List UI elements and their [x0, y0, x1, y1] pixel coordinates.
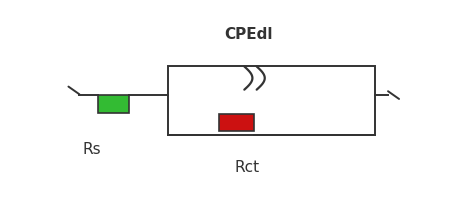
Bar [98, 96, 129, 113]
Bar [168, 67, 375, 135]
Text: CPEdl: CPEdl [224, 27, 273, 42]
Text: Rs: Rs [83, 141, 101, 156]
Bar [219, 114, 254, 132]
Text: Rct: Rct [234, 159, 259, 174]
